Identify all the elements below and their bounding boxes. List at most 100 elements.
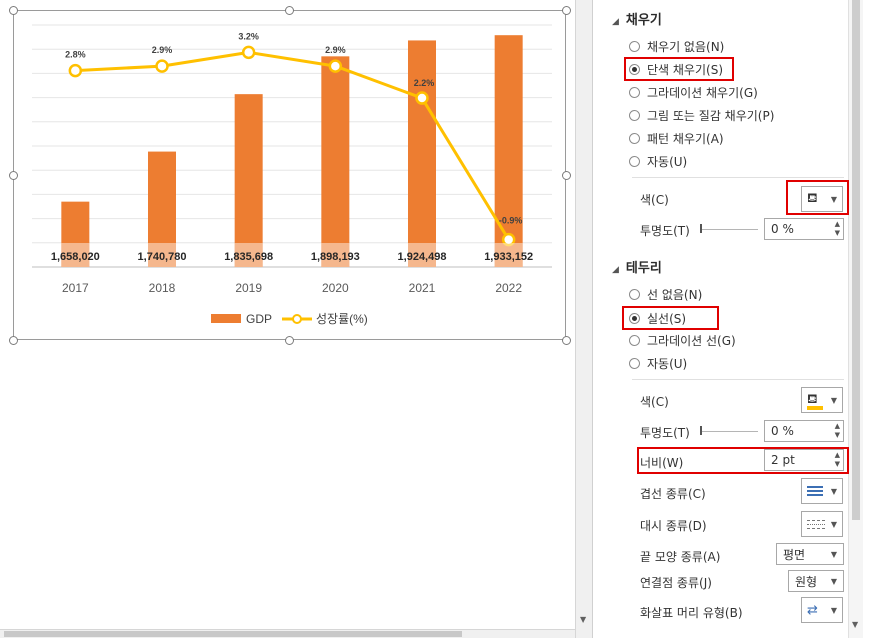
fill-option-auto[interactable]: 자동(U) — [629, 152, 687, 170]
arrows-icon: ⇄ — [807, 602, 818, 618]
bar-label-bg — [321, 243, 350, 267]
radio-icon[interactable] — [629, 357, 640, 369]
line-width-input[interactable]: 2 pt ▲ ▼ — [764, 449, 844, 471]
radio-label: 패턴 채우기(A) — [647, 131, 724, 146]
fill-transparency-input[interactable]: 0 % ▲ ▼ — [764, 218, 844, 240]
resize-handle-tc[interactable] — [285, 6, 294, 15]
fill-section-header[interactable]: ◢ 채우기 — [612, 9, 662, 28]
line-data-label: 2.9% — [325, 45, 346, 55]
chevron-down-icon: ▼ — [830, 605, 837, 615]
join-type-select[interactable]: 원형 ▼ — [788, 570, 844, 592]
line-data-label: -0.9% — [499, 216, 523, 226]
chevron-down-icon: ▼ — [830, 395, 837, 405]
collapse-triangle-icon: ◢ — [612, 17, 619, 27]
bar-gdp — [148, 151, 176, 267]
radio-selected-icon[interactable] — [629, 63, 640, 75]
horizontal-scrollbar[interactable] — [0, 629, 575, 638]
border-section-title: 테두리 — [625, 261, 662, 276]
line-transparency-slider[interactable] — [702, 431, 758, 432]
resize-handle-br[interactable] — [562, 336, 571, 345]
fill-section-title: 채우기 — [625, 13, 662, 28]
x-tick-label: 2021 — [409, 281, 436, 295]
bar-label-bg — [494, 243, 523, 267]
line-width-label: 너비(W) — [640, 456, 684, 470]
collapse-triangle-icon: ◢ — [612, 265, 619, 275]
pane-scroll-thumb[interactable] — [852, 0, 860, 520]
chevron-down-icon: ▼ — [830, 549, 837, 559]
radio-icon[interactable] — [629, 155, 640, 167]
radio-label: 자동(U) — [647, 154, 688, 169]
border-option-gradient[interactable]: 그라데이션 선(G) — [629, 331, 736, 349]
cap-type-label: 끝 모양 종류(A) — [640, 550, 721, 564]
fill-option-none[interactable]: 채우기 없음(N) — [629, 37, 724, 55]
resize-handle-bc[interactable] — [285, 336, 294, 345]
growth-marker — [501, 232, 516, 247]
pane-scroll-down-icon[interactable]: ▼ — [852, 620, 859, 629]
x-tick-label: 2022 — [495, 281, 522, 295]
bar-label-bg — [408, 243, 436, 267]
scroll-down-icon[interactable]: ▼ — [580, 615, 587, 624]
spinner-icon[interactable]: ▲ ▼ — [834, 220, 840, 237]
combo-chart[interactable]: 1,658,020 1,740,780 1,835,698 1,898,193 1,92… — [14, 11, 565, 339]
arrow-head-button[interactable]: ⇄ ▼ — [801, 597, 843, 623]
radio-icon[interactable] — [629, 86, 640, 98]
chevron-down-icon: ▼ — [830, 194, 837, 204]
dash-type-label: 대시 종류(D) — [640, 519, 707, 533]
paint-bucket-icon: ⛾ — [807, 190, 818, 206]
line-color-button[interactable]: ⛾ ▼ — [801, 387, 843, 413]
radio-label: 그라데이션 채우기(G) — [647, 85, 758, 100]
spinner-icon[interactable]: ▲ ▼ — [834, 422, 840, 439]
line-transparency-slider-thumb[interactable] — [700, 426, 702, 435]
resize-handle-ml[interactable] — [9, 171, 18, 180]
join-type-label: 연결점 종류(J) — [640, 576, 712, 590]
resize-handle-tl[interactable] — [9, 6, 18, 15]
fill-transparency-slider[interactable] — [702, 229, 758, 230]
resize-handle-mr[interactable] — [562, 171, 571, 180]
chart-area[interactable]: 1,658,020 1,740,780 1,835,698 1,898,193 1,92… — [13, 10, 566, 340]
fill-color-button[interactable]: ⛾ ▼ — [801, 186, 843, 212]
fill-option-gradient[interactable]: 그라데이션 채우기(G) — [629, 83, 758, 101]
chart-legend: GDP 성장률(%) — [211, 312, 368, 326]
x-tick-label: 2017 — [62, 281, 89, 295]
line-data-label: 3.2% — [238, 31, 259, 41]
radio-icon[interactable] — [629, 132, 640, 144]
fill-option-pattern[interactable]: 패턴 채우기(A) — [629, 129, 724, 147]
radio-label: 단색 채우기(S) — [647, 62, 723, 77]
radio-label: 실선(S) — [647, 311, 687, 326]
border-option-auto[interactable]: 자동(U) — [629, 354, 687, 372]
radio-icon[interactable] — [629, 40, 640, 52]
bar-data-label: 1,924,498 — [398, 251, 447, 263]
spinner-icon[interactable]: ▲ ▼ — [834, 451, 840, 468]
legend-gdp-label: GDP — [246, 312, 272, 326]
radio-icon[interactable] — [629, 288, 640, 300]
line-data-label: 2.9% — [152, 45, 173, 55]
horizontal-scroll-thumb[interactable] — [4, 631, 462, 637]
compound-type-button[interactable]: ▼ — [801, 478, 843, 504]
border-option-solid[interactable]: 실선(S) — [629, 309, 686, 327]
border-section-header[interactable]: ◢ 테두리 — [612, 257, 662, 276]
radio-selected-icon[interactable] — [629, 312, 640, 324]
x-tick-label: 2019 — [235, 281, 262, 295]
bar-label-bg — [148, 243, 176, 267]
line-data-label: 2.8% — [65, 50, 86, 60]
cap-type-select[interactable]: 평면 ▼ — [776, 543, 844, 565]
fill-transparency-value: 0 % — [771, 222, 794, 236]
legend-growth-label: 성장률(%) — [316, 312, 368, 326]
divider — [632, 379, 844, 380]
radio-icon[interactable] — [629, 109, 640, 121]
radio-label: 선 없음(N) — [647, 287, 703, 302]
worksheet-vertical-scrollbar[interactable]: ▼ — [575, 0, 592, 638]
border-option-none[interactable]: 선 없음(N) — [629, 285, 702, 303]
line-transparency-input[interactable]: 0 % ▲ ▼ — [764, 420, 844, 442]
fill-option-picture[interactable]: 그림 또는 질감 채우기(P) — [629, 106, 774, 124]
resize-handle-bl[interactable] — [9, 336, 18, 345]
radio-label: 그라데이션 선(G) — [647, 333, 736, 348]
resize-handle-tr[interactable] — [562, 6, 571, 15]
line-transparency-label: 투명도(T) — [640, 426, 690, 440]
arrow-head-label: 화살표 머리 유형(B) — [640, 606, 743, 620]
fill-transparency-slider-thumb[interactable] — [700, 224, 702, 233]
pane-scrollbar[interactable]: ▼ — [848, 0, 863, 638]
dash-type-button[interactable]: ▼ — [801, 511, 843, 537]
radio-icon[interactable] — [629, 334, 640, 346]
fill-option-solid[interactable]: 단색 채우기(S) — [629, 60, 723, 78]
